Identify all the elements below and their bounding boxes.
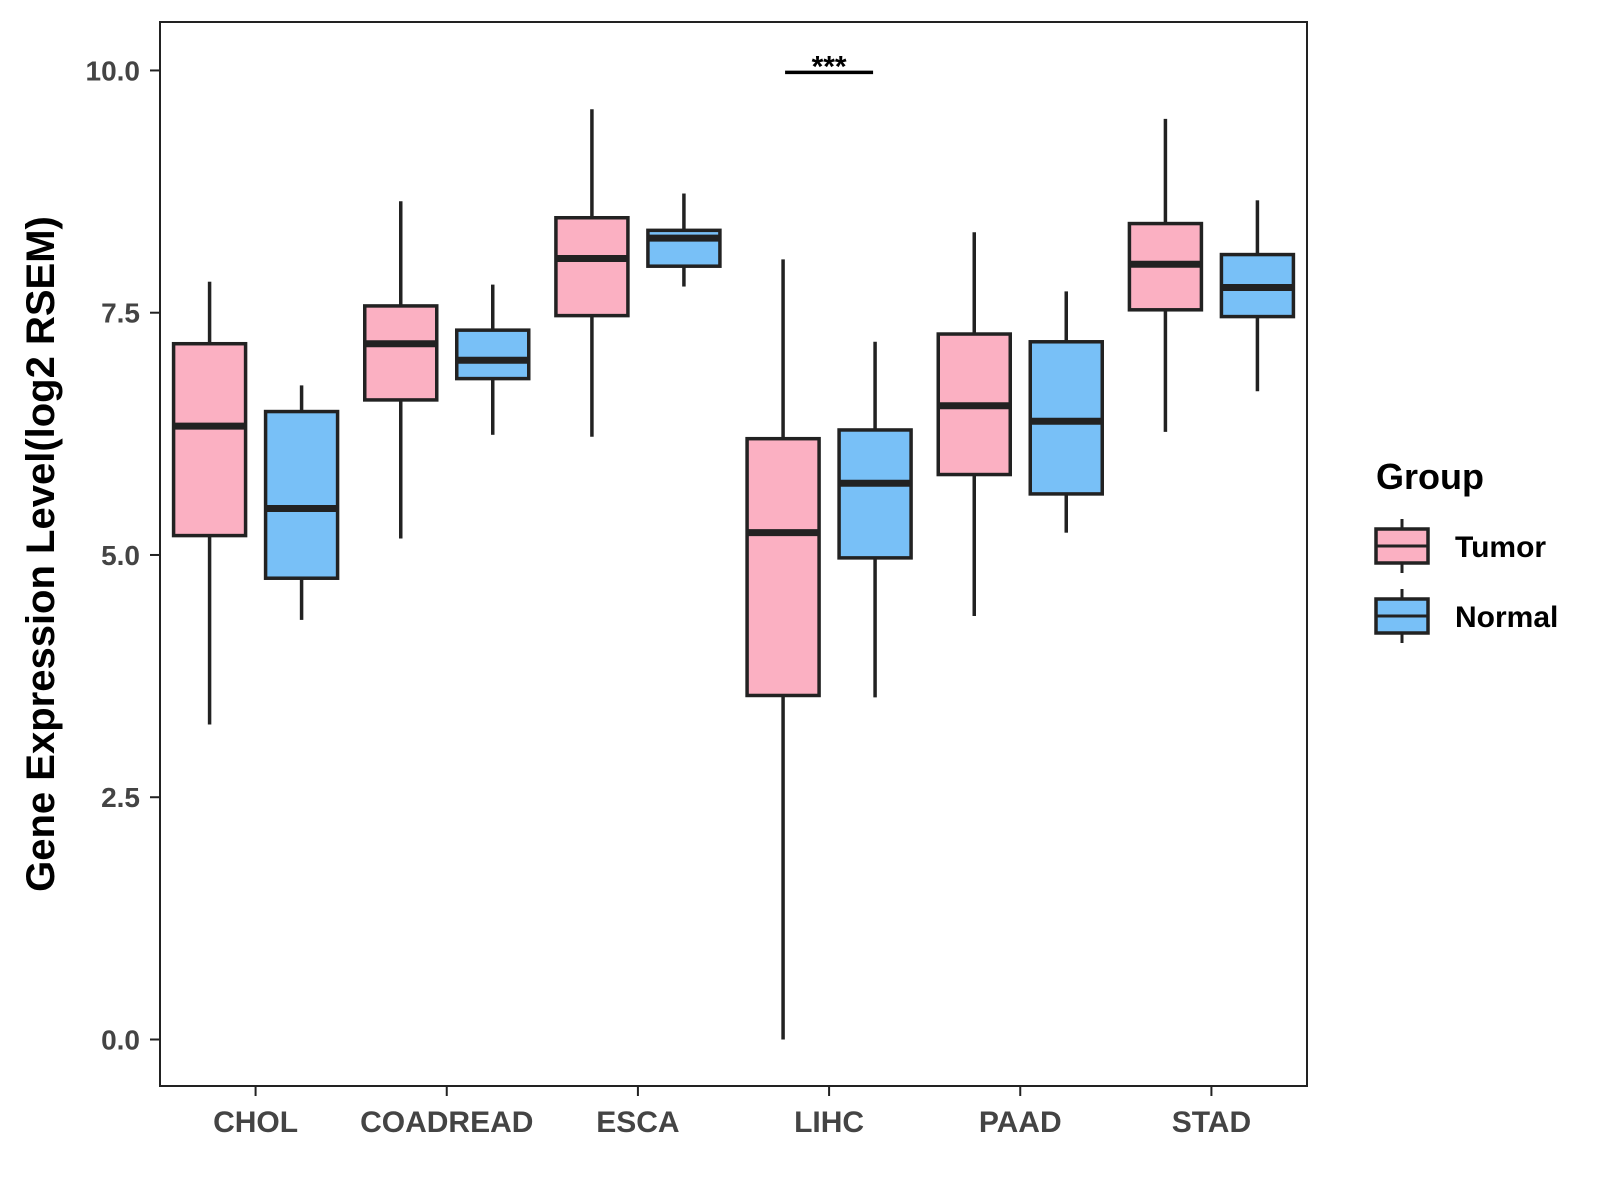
legend-label: Tumor <box>1455 531 1546 564</box>
box-tumor-chol <box>171 281 248 725</box>
box-tumor-esca <box>554 109 630 437</box>
significance-label: *** <box>812 50 847 83</box>
y-axis-title: Gene Expression Level(log2 RSEM) <box>19 216 63 892</box>
box-iqr <box>455 328 531 381</box>
legend-item-normal: Normal <box>1374 589 1558 643</box>
box-tumor-lihc <box>745 259 821 1040</box>
x-tick-label: LIHC <box>794 1106 864 1139</box>
y-axis: 0.0 2.5 5.0 7.5 10.0 <box>86 55 160 1055</box>
y-tick-label: 7.5 <box>101 298 140 329</box>
box-iqr <box>263 409 340 580</box>
box-iqr <box>837 428 913 560</box>
box-normal-paad <box>1028 291 1104 533</box>
x-tick-label: COADREAD <box>360 1106 533 1139</box>
box-normal-stad <box>1219 200 1296 392</box>
y-tick-label: 0.0 <box>101 1024 140 1055</box>
plot-panel <box>159 21 1308 1087</box>
y-tick-label: 10.0 <box>86 55 141 86</box>
box-iqr <box>363 304 439 402</box>
box-tumor-paad <box>936 232 1012 617</box>
y-tick-label: 2.5 <box>101 782 140 813</box>
box-normal-coadread <box>455 284 531 435</box>
box-tumor-stad <box>1127 118 1204 432</box>
box-series <box>171 109 1296 1040</box>
legend-title: Group <box>1376 456 1484 497</box>
box-iqr <box>171 341 248 538</box>
box-iqr <box>745 436 821 698</box>
annotations: *** <box>785 50 874 83</box>
x-tick-label: CHOL <box>213 1106 298 1139</box>
x-tick-label: STAD <box>1172 1106 1251 1139</box>
x-tick-label: PAAD <box>979 1106 1062 1139</box>
box-normal-esca <box>646 193 722 287</box>
box-tumor-coadread <box>363 201 439 539</box>
x-tick-label: ESCA <box>596 1106 679 1139</box>
legend: Group Tumor Normal <box>1374 456 1558 643</box>
legend-item-tumor: Tumor <box>1374 519 1546 573</box>
y-tick-label: 5.0 <box>101 540 140 571</box>
box-normal-lihc <box>837 341 913 698</box>
x-axis: CHOL COADREAD ESCA LIHC PAAD STAD <box>213 1086 1251 1139</box>
box-normal-chol <box>263 385 340 620</box>
box-iqr <box>554 215 630 318</box>
legend-label: Normal <box>1455 601 1558 634</box>
